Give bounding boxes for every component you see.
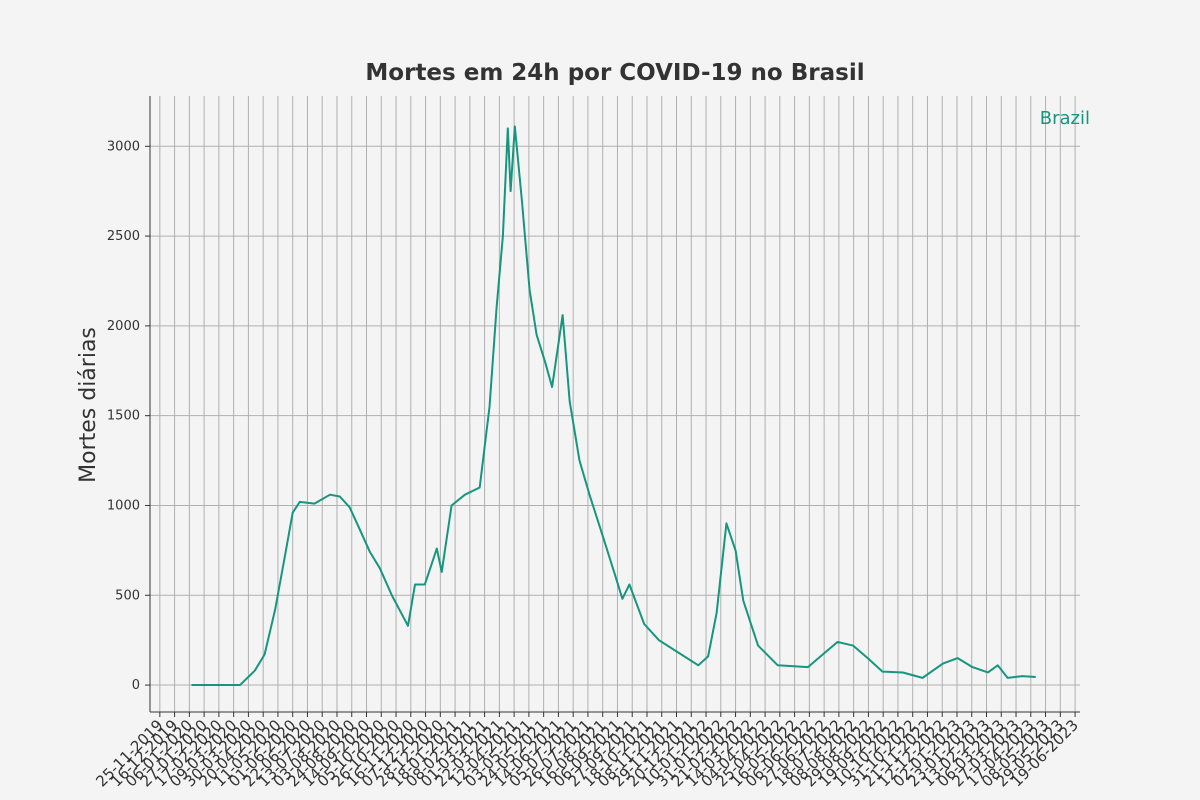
chart-title: Mortes em 24h por COVID-19 no Brasil xyxy=(365,60,864,86)
y-tick-label: 3000 xyxy=(107,139,140,154)
y-tick-label: 2500 xyxy=(107,229,140,244)
line-series xyxy=(191,125,1036,687)
y-tick-label: 1000 xyxy=(107,498,140,513)
y-axis-label: Mortes diárias xyxy=(76,327,101,483)
y-tick-label: 2000 xyxy=(107,319,140,334)
legend-entry: Brazil xyxy=(1040,108,1090,129)
y-tick-label: 0 xyxy=(132,678,140,693)
y-tick-label: 500 xyxy=(115,588,140,603)
y-tick-label: 1500 xyxy=(107,409,140,424)
